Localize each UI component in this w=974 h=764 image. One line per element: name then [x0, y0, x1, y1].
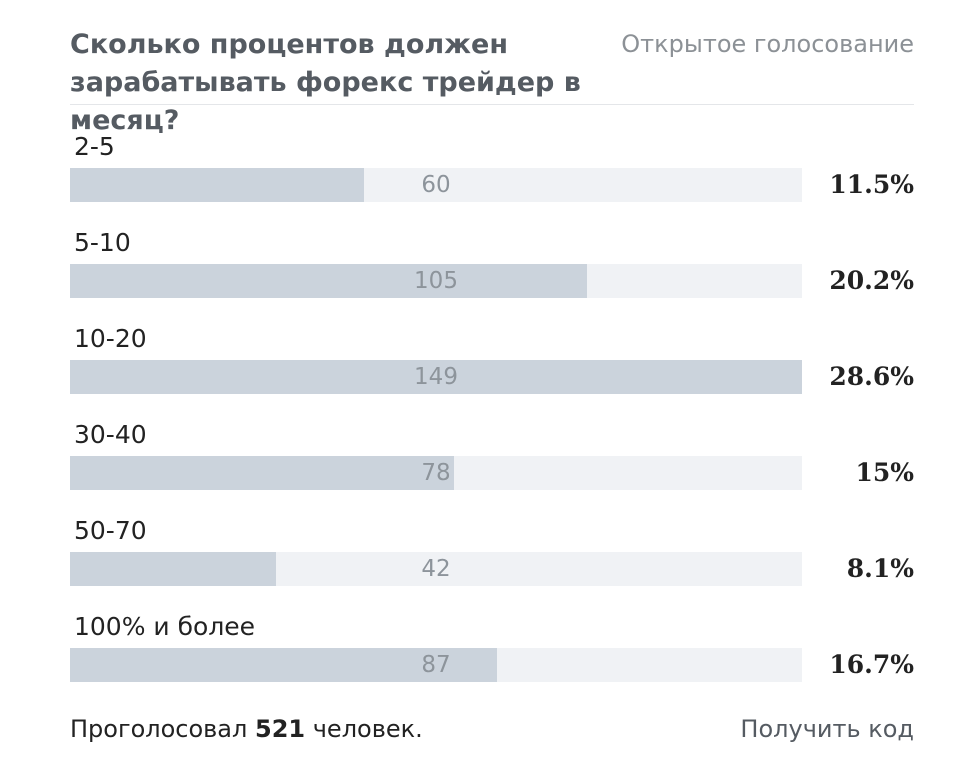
option-percent: 15% [855, 458, 914, 487]
poll-option[interactable]: 2-5 60 11.5% [70, 132, 914, 228]
option-label: 5-10 [74, 228, 131, 257]
poll-option[interactable]: 100% и более 87 16.7% [70, 612, 914, 708]
option-vote-count: 149 [414, 364, 458, 390]
option-bar-fill [70, 456, 454, 490]
option-bar-fill [70, 552, 277, 586]
poll-widget: Сколько процентов должен зарабатывать фо… [70, 22, 914, 743]
option-bar: 78 [70, 456, 802, 490]
option-vote-count: 105 [414, 268, 458, 294]
option-bar: 42 [70, 552, 802, 586]
option-label: 100% и более [74, 612, 256, 641]
poll-options: 2-5 60 11.5% 5-10 105 20.2% 10-20 149 28… [70, 132, 914, 708]
poll-option[interactable]: 5-10 105 20.2% [70, 228, 914, 324]
poll-footer: Проголосовал 521 человек. Получить код [70, 712, 914, 746]
option-percent: 28.6% [829, 362, 914, 391]
option-percent: 20.2% [829, 266, 914, 295]
option-vote-count: 42 [421, 556, 451, 582]
option-bar: 105 [70, 264, 802, 298]
option-bar-fill [70, 264, 587, 298]
option-percent: 11.5% [829, 170, 914, 199]
option-vote-count: 60 [421, 172, 451, 198]
option-percent: 16.7% [829, 650, 914, 679]
poll-option[interactable]: 50-70 42 8.1% [70, 516, 914, 612]
voted-suffix: человек. [312, 715, 423, 743]
option-bar: 149 [70, 360, 802, 394]
option-bar-fill [70, 360, 802, 394]
poll-question: Сколько процентов должен зарабатывать фо… [70, 29, 581, 136]
option-bar: 87 [70, 648, 802, 682]
voted-count: 521 [255, 715, 306, 743]
poll-option[interactable]: 10-20 149 28.6% [70, 324, 914, 420]
poll-header: Сколько процентов должен зарабатывать фо… [70, 22, 914, 136]
poll-type-label: Открытое голосование [621, 30, 914, 58]
option-label: 10-20 [74, 324, 147, 353]
get-code-link[interactable]: Получить код [740, 715, 914, 743]
option-vote-count: 78 [421, 460, 451, 486]
total-votes: Проголосовал 521 человек. [70, 712, 423, 746]
option-bar-fill [70, 168, 365, 202]
option-label: 30-40 [74, 420, 147, 449]
poll-option[interactable]: 30-40 78 15% [70, 420, 914, 516]
option-vote-count: 87 [421, 652, 451, 678]
option-label: 2-5 [74, 132, 115, 161]
option-bar: 60 [70, 168, 802, 202]
option-label: 50-70 [74, 516, 147, 545]
option-percent: 8.1% [846, 554, 914, 583]
voted-prefix: Проголосовал [70, 715, 248, 743]
option-bar-fill [70, 648, 498, 682]
